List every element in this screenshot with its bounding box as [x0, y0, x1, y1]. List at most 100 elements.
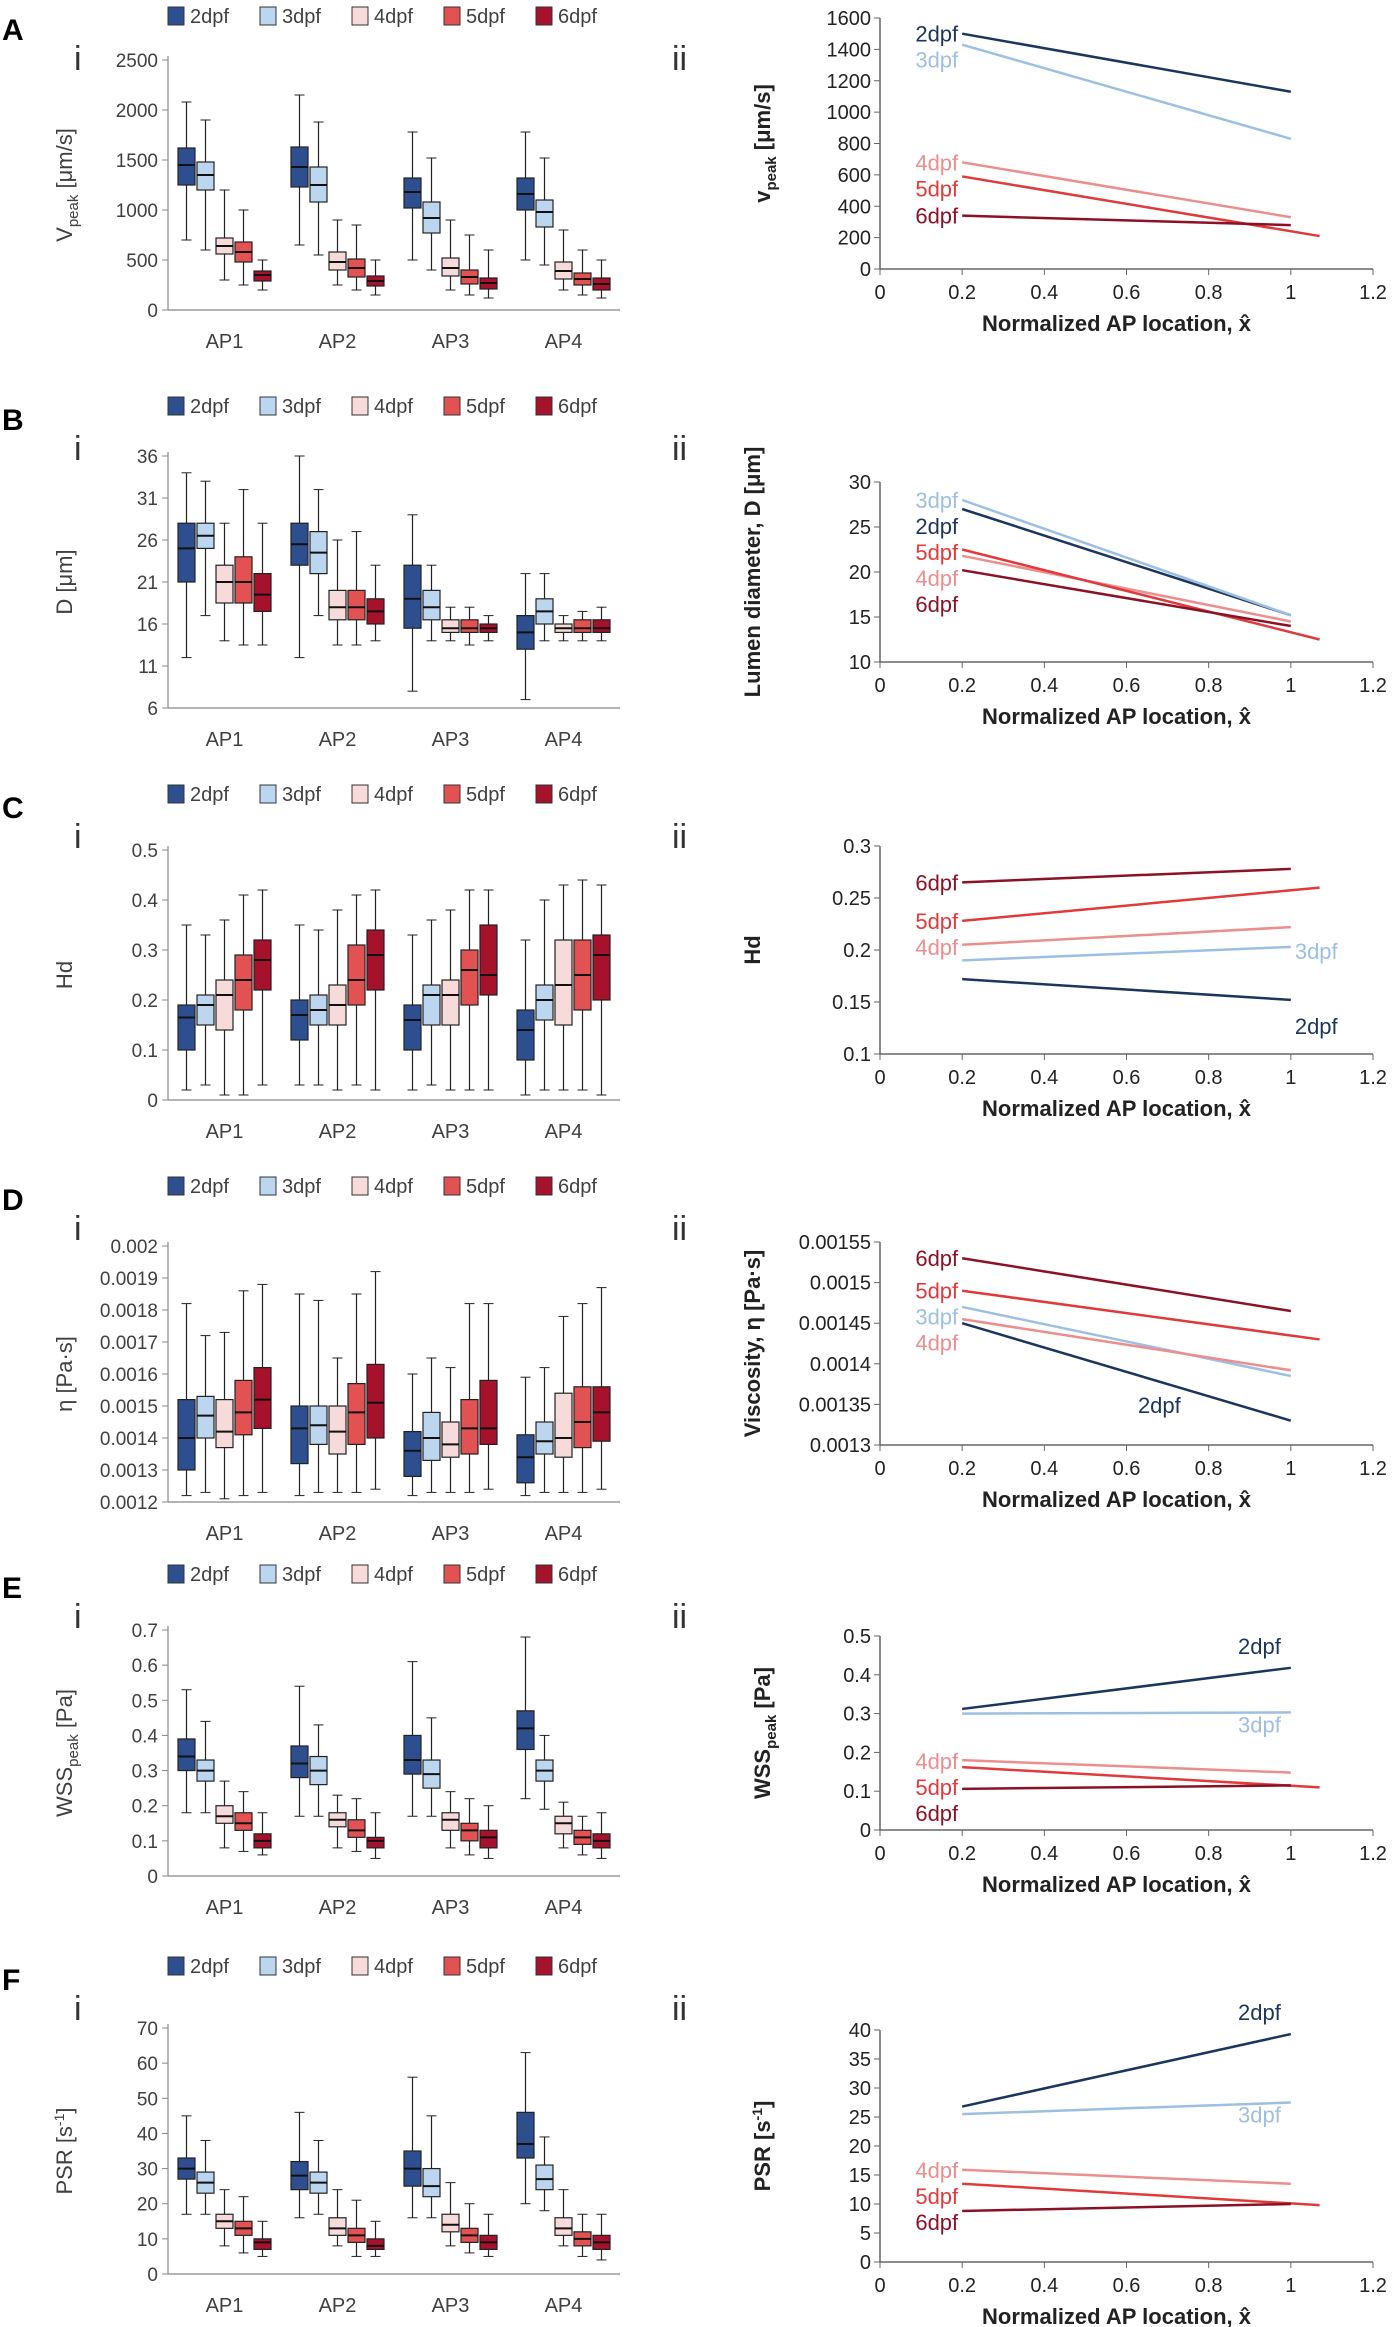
line-plot-e: 0 0.1 0.2 0.3 0.4 0.5 0 0.2 0.4 0.6 0.8 1 1.2 Normali…	[750, 1626, 1387, 1897]
legend-label-6dpf: 6dpf	[558, 784, 597, 806]
x-category-label-AP2: AP2	[319, 2295, 357, 2317]
legend-swatch-2dpf	[167, 784, 185, 804]
y-axis-label: vpeak [μm/s]	[750, 84, 780, 203]
y-tick-label: 30	[137, 2160, 158, 2181]
x-tick-label: 0.4	[1030, 1067, 1058, 1089]
legend-label-6dpf: 6dpf	[558, 1564, 597, 1586]
legend-swatch-4dpf	[351, 6, 369, 26]
series-line-2dpf	[962, 1666, 1291, 1711]
box-AP2-5dpf	[347, 1819, 366, 1838]
legend-swatch-5dpf	[443, 1956, 461, 1976]
legend-swatch-6dpf	[535, 1564, 553, 1584]
x-category-label-AP4: AP4	[545, 1523, 583, 1545]
y-tick-label: 400	[838, 196, 871, 218]
x-axis-label: Normalized AP location, x̂	[982, 1096, 1252, 1121]
series-line-4dpf	[962, 925, 1291, 947]
legend-label-4dpf: 4dpf	[374, 1176, 413, 1198]
y-tick-label: 15	[849, 607, 871, 629]
y-tick-label: 0.0013	[100, 1461, 158, 1482]
box-AP1-4dpf	[215, 564, 234, 604]
y-tick-label: 30	[849, 2078, 871, 2100]
box-AP1-4dpf	[215, 979, 234, 1031]
x-tick-label: 1	[1285, 1067, 1296, 1089]
x-tick-label: 0.4	[1030, 2275, 1058, 2297]
sub-label-ii: ii	[672, 1990, 687, 2028]
box-AP2-6dpf	[366, 1836, 385, 1849]
box-AP1-5dpf	[234, 556, 253, 604]
series-label-4dpf: 4dpf	[915, 935, 959, 960]
y-tick-label: 70	[137, 2019, 158, 2040]
legend-swatch-6dpf	[535, 6, 553, 26]
x-category-label-AP1: AP1	[206, 729, 244, 751]
legend-swatch-3dpf	[259, 396, 277, 416]
y-axis-label: Hd	[52, 961, 77, 989]
legend-swatch-6dpf	[535, 1176, 553, 1196]
panel-letter-D: D	[2, 1184, 24, 1217]
y-tick-label: 40	[849, 2020, 871, 2042]
y-tick-label: 11	[138, 657, 158, 678]
x-tick-label: 0.4	[1030, 1458, 1058, 1480]
x-category-label-AP1: AP1	[206, 2295, 244, 2317]
box-AP3-4dpf	[441, 619, 460, 633]
legend-label-2dpf: 2dpf	[190, 784, 229, 806]
series-label-2dpf: 2dpf	[1295, 1014, 1339, 1039]
y-tick-label: 0.00135	[799, 1394, 871, 1416]
legend-label-3dpf: 3dpf	[282, 1956, 321, 1978]
y-tick-label: 30	[849, 472, 871, 494]
series-line-5dpf	[961, 548, 1320, 641]
x-axis-label: Normalized AP location, x̂	[982, 1487, 1252, 1512]
x-category-label-AP2: AP2	[319, 1897, 357, 1919]
x-tick-label: 0	[874, 1067, 885, 1089]
y-tick-label: 600	[838, 165, 871, 187]
box-AP3-6dpf	[479, 924, 498, 996]
legend-swatch-6dpf	[535, 396, 553, 416]
x-tick-label: 0.4	[1030, 282, 1058, 304]
x-category-label-AP4: AP4	[545, 1121, 583, 1143]
y-tick-label: 10	[849, 2194, 871, 2216]
series-label-3dpf: 3dpf	[1295, 939, 1339, 964]
y-axis-label: Hd	[740, 935, 765, 964]
x-tick-label: 0	[874, 1458, 885, 1480]
series-label-4dpf: 4dpf	[915, 2158, 959, 2183]
box-AP2-4dpf	[328, 589, 347, 621]
series-label-4dpf: 4dpf	[915, 566, 959, 591]
box-AP3-5dpf	[460, 1398, 479, 1455]
box-AP4-3dpf	[535, 1421, 554, 1455]
legend-label-6dpf: 6dpf	[558, 396, 597, 418]
y-tick-label: 0.4	[843, 1665, 871, 1687]
series-label-6dpf: 6dpf	[915, 2210, 959, 2235]
series-label-2dpf: 2dpf	[1238, 2000, 1282, 2025]
legend-label-5dpf: 5dpf	[466, 6, 505, 28]
y-tick-label: 0.4	[132, 1726, 159, 1747]
x-tick-label: 1	[1285, 282, 1296, 304]
legend-swatch-4dpf	[351, 396, 369, 416]
y-tick-label: 0	[860, 1820, 871, 1842]
x-category-label-AP2: AP2	[319, 1523, 357, 1545]
sub-label-ii: ii	[672, 818, 687, 856]
y-tick-label: 1200	[827, 71, 872, 93]
y-axis-label: PSR [s-1]	[749, 2101, 775, 2192]
x-tick-label: 1	[1285, 2275, 1296, 2297]
y-tick-label: 25	[849, 517, 871, 539]
legend-swatch-4dpf	[351, 784, 369, 804]
panel-letter-F: F	[2, 1964, 20, 1997]
box-AP2-2dpf	[290, 1745, 309, 1779]
series-label-5dpf: 5dpf	[915, 176, 959, 201]
box-AP2-6dpf	[366, 929, 385, 991]
legend-swatch-5dpf	[443, 6, 461, 26]
series-line-4dpf	[961, 1317, 1292, 1372]
legend-label-4dpf: 4dpf	[374, 396, 413, 418]
series-line-4dpf	[962, 2168, 1291, 2185]
y-axis-label: Vpeak [μm/s]	[52, 128, 82, 242]
series-label-4dpf: 4dpf	[915, 150, 959, 175]
x-tick-label: 0.4	[1030, 675, 1058, 697]
box-AP3-4dpf	[441, 2213, 460, 2233]
box-AP4-3dpf	[535, 984, 554, 1021]
box-AP3-2dpf	[403, 1430, 422, 1477]
legend-label-3dpf: 3dpf	[282, 1564, 321, 1586]
y-tick-label: 0.2	[843, 1742, 871, 1764]
y-tick-label: 0.0017	[100, 1333, 158, 1354]
y-tick-label: 1000	[827, 102, 872, 124]
x-tick-label: 0.6	[1113, 2275, 1141, 2297]
x-category-label-AP3: AP3	[432, 1523, 470, 1545]
